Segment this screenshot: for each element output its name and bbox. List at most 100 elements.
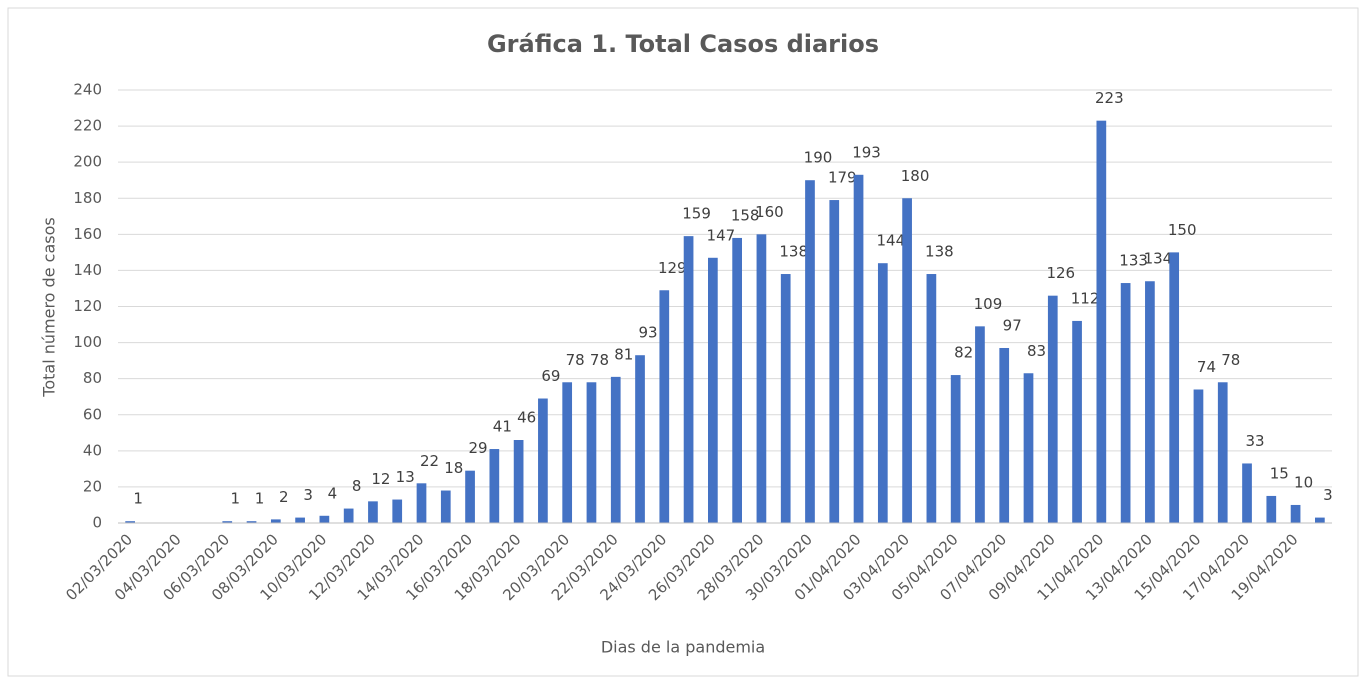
bar	[926, 274, 937, 523]
data-label: 82	[954, 344, 973, 362]
data-label: 12	[371, 470, 390, 488]
data-label: 3	[303, 486, 313, 504]
bar	[610, 376, 621, 523]
bar	[270, 519, 281, 523]
data-label: 3	[1323, 486, 1333, 504]
y-tick-label: 120	[73, 297, 102, 315]
data-label: 223	[1095, 89, 1124, 107]
data-label: 97	[1003, 316, 1022, 334]
bar	[392, 499, 403, 523]
data-label: 160	[755, 203, 784, 221]
bar	[659, 290, 670, 523]
data-label: 1	[255, 490, 265, 508]
bar	[1047, 295, 1058, 523]
data-label: 18	[444, 459, 463, 477]
bar	[1096, 120, 1107, 523]
bar	[805, 180, 815, 524]
bar	[1120, 283, 1131, 523]
data-label: 13	[396, 468, 415, 486]
data-label: 93	[638, 324, 657, 342]
bar	[853, 174, 864, 523]
bar	[416, 483, 427, 523]
data-label: 22	[420, 452, 439, 470]
data-label: 150	[1168, 221, 1197, 239]
bar	[635, 355, 645, 523]
data-label: 134	[1144, 250, 1173, 268]
bar	[368, 501, 378, 523]
bar	[586, 382, 597, 523]
data-label: 1	[230, 490, 240, 508]
data-label: 15	[1270, 464, 1289, 482]
data-label: 138	[925, 243, 954, 261]
bar	[1023, 373, 1034, 523]
bar	[222, 521, 233, 523]
data-label: 29	[469, 439, 488, 457]
chart-title: Gráfica 1. Total Casos diarios	[487, 30, 879, 58]
bar	[538, 398, 548, 523]
y-tick-label: 100	[73, 333, 102, 351]
bar	[1315, 517, 1325, 523]
data-label: 83	[1027, 342, 1046, 360]
chart-frame	[7, 7, 1359, 677]
bar	[756, 234, 767, 524]
y-tick-label: 20	[83, 477, 102, 495]
y-tick-label: 0	[92, 514, 102, 532]
data-label: 41	[493, 418, 512, 436]
data-label: 147	[707, 226, 736, 244]
bar	[1145, 281, 1155, 523]
y-tick-label: 200	[73, 153, 102, 171]
bar	[780, 274, 791, 523]
bar	[1266, 495, 1277, 523]
bar	[489, 449, 500, 523]
bar	[1072, 320, 1082, 523]
data-label: 133	[1119, 252, 1148, 270]
bar	[343, 508, 354, 523]
data-label: 8	[352, 477, 362, 495]
y-tick-label: 160	[73, 225, 102, 243]
bar	[902, 198, 912, 523]
data-label: 179	[828, 169, 857, 187]
y-tick-label: 60	[83, 405, 102, 423]
x-axis-title: Dias de la pandemia	[601, 638, 765, 657]
bar	[440, 490, 451, 523]
data-label: 158	[731, 206, 760, 224]
bar	[732, 237, 742, 524]
data-label: 112	[1071, 289, 1100, 307]
bar	[708, 257, 718, 523]
data-label: 46	[517, 409, 536, 427]
bar	[975, 326, 985, 523]
bar	[683, 236, 694, 523]
bar	[1290, 504, 1301, 523]
bar	[1242, 463, 1252, 523]
data-label: 1	[133, 490, 143, 508]
bar	[999, 347, 1010, 523]
bar	[829, 200, 840, 523]
data-label: 4	[328, 484, 338, 502]
data-label: 190	[804, 149, 833, 167]
y-tick-label: 140	[73, 261, 102, 279]
bar	[562, 382, 573, 523]
bar	[246, 521, 257, 523]
data-label: 78	[1221, 351, 1240, 369]
data-label: 78	[566, 351, 585, 369]
y-tick-label: 80	[83, 369, 102, 387]
data-label: 193	[852, 143, 881, 161]
bar	[465, 470, 475, 523]
data-label: 78	[590, 351, 609, 369]
y-tick-label: 180	[73, 189, 102, 207]
bar	[1169, 252, 1180, 523]
bar	[950, 375, 961, 523]
data-label: 109	[974, 295, 1003, 313]
data-label: 126	[1046, 264, 1075, 282]
data-label: 10	[1294, 473, 1313, 491]
data-label: 33	[1245, 432, 1264, 450]
data-label: 129	[658, 259, 687, 277]
bar	[295, 517, 305, 523]
bar	[1217, 382, 1228, 523]
data-label: 69	[541, 367, 560, 385]
y-axis-title: Total número de casos	[40, 217, 59, 397]
data-label: 81	[614, 345, 633, 363]
bar	[125, 521, 135, 523]
bar	[319, 515, 330, 523]
